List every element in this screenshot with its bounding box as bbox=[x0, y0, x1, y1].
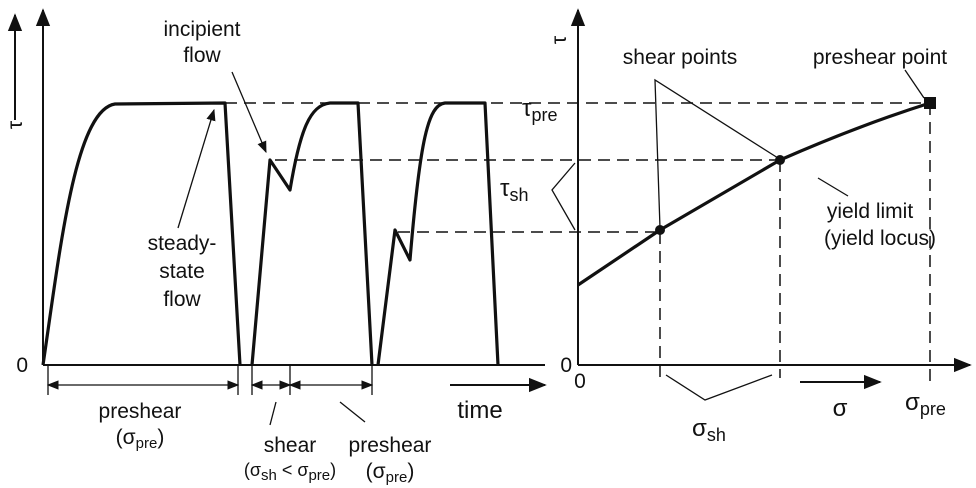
label: (yield locus) bbox=[824, 227, 936, 250]
label: preshear point bbox=[813, 46, 947, 69]
axis-label: τ bbox=[4, 120, 27, 129]
label: state bbox=[159, 260, 205, 283]
label: τpre bbox=[522, 95, 558, 125]
right-panel: τ 0 0 shear points preshear point yield … bbox=[500, 8, 972, 445]
shear-point bbox=[655, 225, 665, 235]
label: flow bbox=[183, 44, 221, 67]
zero: 0 bbox=[16, 354, 28, 377]
label: yield limit bbox=[827, 200, 914, 223]
label: τsh bbox=[500, 175, 529, 205]
label: incipient bbox=[163, 18, 240, 41]
label: (σpre) bbox=[116, 426, 165, 452]
label: shear points bbox=[623, 46, 737, 69]
label: σ bbox=[833, 395, 848, 422]
time-label: time bbox=[457, 397, 502, 424]
label: σsh bbox=[692, 415, 726, 445]
label: flow bbox=[163, 288, 201, 311]
label: preshear bbox=[99, 400, 182, 423]
axis-label: τ bbox=[548, 35, 571, 44]
zero: 0 bbox=[574, 370, 586, 393]
label: shear bbox=[264, 434, 317, 457]
label: preshear bbox=[349, 434, 432, 457]
label: (σpre) bbox=[366, 460, 415, 486]
preshear-point bbox=[924, 97, 936, 109]
zero: 0 bbox=[560, 354, 572, 377]
label: steady- bbox=[148, 232, 217, 255]
label: σpre bbox=[905, 389, 946, 419]
left-panel: τ 0 incipient flow steady- state flow ti… bbox=[4, 8, 547, 486]
label: (σsh < σpre) bbox=[244, 460, 336, 484]
dimension-lines bbox=[46, 365, 374, 426]
